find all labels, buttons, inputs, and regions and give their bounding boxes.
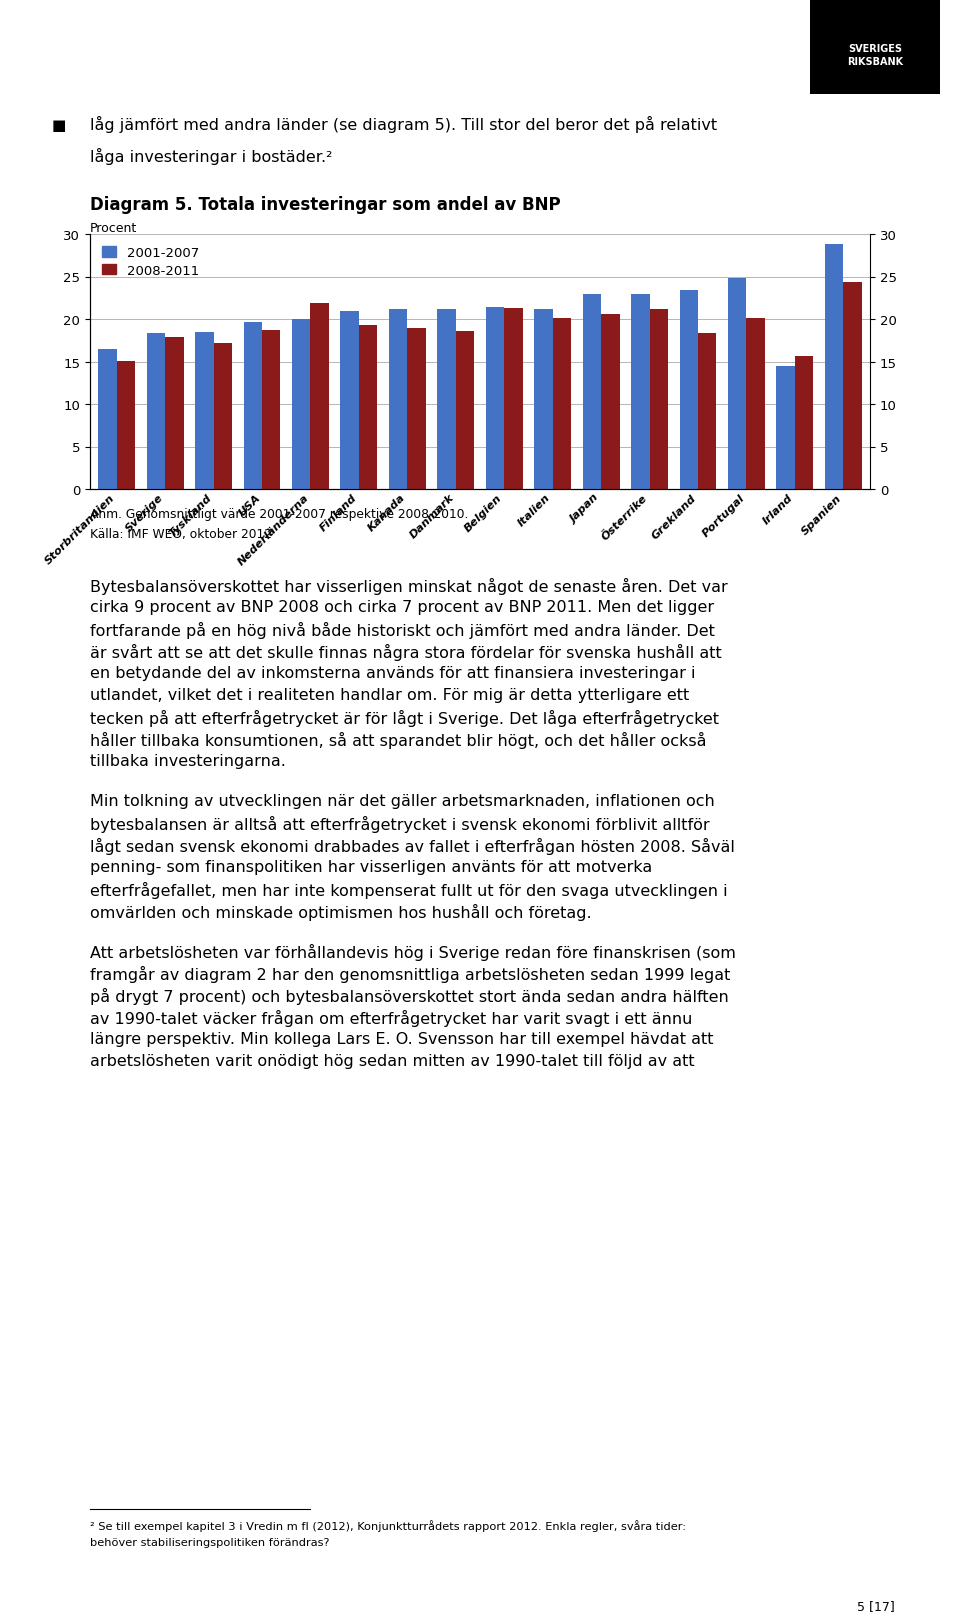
Text: Min tolkning av utvecklingen när det gäller arbetsmarknaden, inflationen och: Min tolkning av utvecklingen när det gäl… bbox=[90, 794, 715, 808]
Bar bbox=[583, 295, 601, 490]
Bar bbox=[244, 323, 262, 490]
Text: penning- som finanspolitiken har visserligen använts för att motverka: penning- som finanspolitiken har visserl… bbox=[90, 860, 652, 875]
Bar bbox=[680, 291, 698, 490]
Bar bbox=[341, 312, 359, 490]
Text: framgår av diagram 2 har den genomsnittliga arbetslösheten sedan 1999 legat: framgår av diagram 2 har den genomsnittl… bbox=[90, 966, 731, 982]
Text: Anm. Genomsnittligt värde 2001-2007 respektive 2008-2010.: Anm. Genomsnittligt värde 2001-2007 resp… bbox=[90, 508, 468, 521]
Text: tillbaka investeringarna.: tillbaka investeringarna. bbox=[90, 753, 286, 769]
Bar bbox=[504, 308, 522, 490]
Bar bbox=[359, 326, 377, 490]
Text: på drygt 7 procent) och bytesbalansöverskottet stort ända sedan andra hälften: på drygt 7 procent) och bytesbalansövers… bbox=[90, 987, 729, 1005]
Bar bbox=[407, 328, 425, 490]
Bar bbox=[98, 349, 117, 490]
Bar bbox=[601, 315, 619, 490]
Bar bbox=[843, 282, 862, 490]
Text: Diagram 5. Totala investeringar som andel av BNP: Diagram 5. Totala investeringar som ande… bbox=[90, 196, 561, 214]
Text: Att arbetslösheten var förhållandevis hög i Sverige redan före finanskrisen (som: Att arbetslösheten var förhållandevis hö… bbox=[90, 943, 736, 961]
Text: låga investeringar i bostäder.²: låga investeringar i bostäder.² bbox=[90, 148, 332, 166]
Text: behöver stabiliseringspolitiken förändras?: behöver stabiliseringspolitiken förändra… bbox=[90, 1537, 329, 1547]
Bar bbox=[535, 310, 553, 490]
Text: SVERIGES
RIKSBANK: SVERIGES RIKSBANK bbox=[847, 44, 903, 67]
Text: Procent: Procent bbox=[90, 222, 137, 235]
Text: omvärlden och minskade optimismen hos hushåll och företag.: omvärlden och minskade optimismen hos hu… bbox=[90, 904, 591, 920]
Text: bytesbalansen är alltså att efterfrågetrycket i svensk ekonomi förblivit alltför: bytesbalansen är alltså att efterfrågetr… bbox=[90, 815, 709, 833]
Bar bbox=[262, 331, 280, 490]
Text: arbetslösheten varit onödigt hög sedan mitten av 1990-talet till följd av att: arbetslösheten varit onödigt hög sedan m… bbox=[90, 1053, 695, 1068]
Bar bbox=[438, 310, 456, 490]
Bar bbox=[117, 362, 135, 490]
Text: av 1990-talet väcker frågan om efterfrågetrycket har varit svagt i ett ännu: av 1990-talet väcker frågan om efterfråg… bbox=[90, 1010, 692, 1026]
Bar bbox=[650, 310, 668, 490]
Bar bbox=[698, 334, 716, 490]
Bar bbox=[389, 310, 407, 490]
Text: cirka 9 procent av BNP 2008 och cirka 7 procent av BNP 2011. Men det ligger: cirka 9 procent av BNP 2008 och cirka 7 … bbox=[90, 599, 714, 615]
Bar bbox=[553, 320, 571, 490]
Text: efterfrågefallet, men har inte kompenserat fullt ut för den svaga utvecklingen i: efterfrågefallet, men har inte kompenser… bbox=[90, 881, 728, 899]
Text: utlandet, vilket det i realiteten handlar om. För mig är detta ytterligare ett: utlandet, vilket det i realiteten handla… bbox=[90, 688, 689, 703]
Text: låg jämfört med andra länder (se diagram 5). Till stor del beror det på relativt: låg jämfört med andra länder (se diagram… bbox=[90, 115, 717, 133]
Text: 5 [17]: 5 [17] bbox=[857, 1599, 895, 1612]
Bar bbox=[292, 320, 310, 490]
Bar bbox=[310, 304, 329, 490]
Bar bbox=[213, 344, 232, 490]
Bar bbox=[728, 279, 747, 490]
Bar bbox=[147, 334, 165, 490]
Text: ■: ■ bbox=[52, 118, 66, 133]
Legend: 2001-2007, 2008-2011: 2001-2007, 2008-2011 bbox=[97, 242, 204, 282]
Text: ² Se till exempel kapitel 3 i Vredin m fl (2012), Konjunktturrådets rapport 2012: ² Se till exempel kapitel 3 i Vredin m f… bbox=[90, 1519, 686, 1530]
Bar bbox=[795, 357, 813, 490]
Text: håller tillbaka konsumtionen, så att sparandet blir högt, och det håller också: håller tillbaka konsumtionen, så att spa… bbox=[90, 732, 707, 748]
Bar bbox=[165, 338, 183, 490]
Bar bbox=[195, 333, 213, 490]
Bar bbox=[631, 294, 650, 490]
Text: lågt sedan svensk ekonomi drabbades av fallet i efterfrågan hösten 2008. Såväl: lågt sedan svensk ekonomi drabbades av f… bbox=[90, 837, 734, 854]
Text: Bytesbalansöverskottet har visserligen minskat något de senaste åren. Det var: Bytesbalansöverskottet har visserligen m… bbox=[90, 578, 728, 594]
Text: tecken på att efterfrågetrycket är för lågt i Sverige. Det låga efterfrågetrycke: tecken på att efterfrågetrycket är för l… bbox=[90, 709, 719, 727]
Text: är svårt att se att det skulle finnas några stora fördelar för svenska hushåll a: är svårt att se att det skulle finnas nå… bbox=[90, 644, 722, 661]
Bar bbox=[456, 331, 474, 490]
Bar bbox=[747, 320, 765, 490]
Text: längre perspektiv. Min kollega Lars E. O. Svensson har till exempel hävdat att: längre perspektiv. Min kollega Lars E. O… bbox=[90, 1031, 713, 1047]
Bar bbox=[825, 245, 843, 490]
Text: fortfarande på en hög nivå både historiskt och jämfört med andra länder. Det: fortfarande på en hög nivå både historis… bbox=[90, 622, 715, 638]
Text: Källa: IMF WEO, oktober 2012: Källa: IMF WEO, oktober 2012 bbox=[90, 527, 272, 540]
Text: en betydande del av inkomsterna används för att finansiera investeringar i: en betydande del av inkomsterna används … bbox=[90, 665, 695, 680]
Bar bbox=[777, 367, 795, 490]
Bar bbox=[486, 308, 504, 490]
